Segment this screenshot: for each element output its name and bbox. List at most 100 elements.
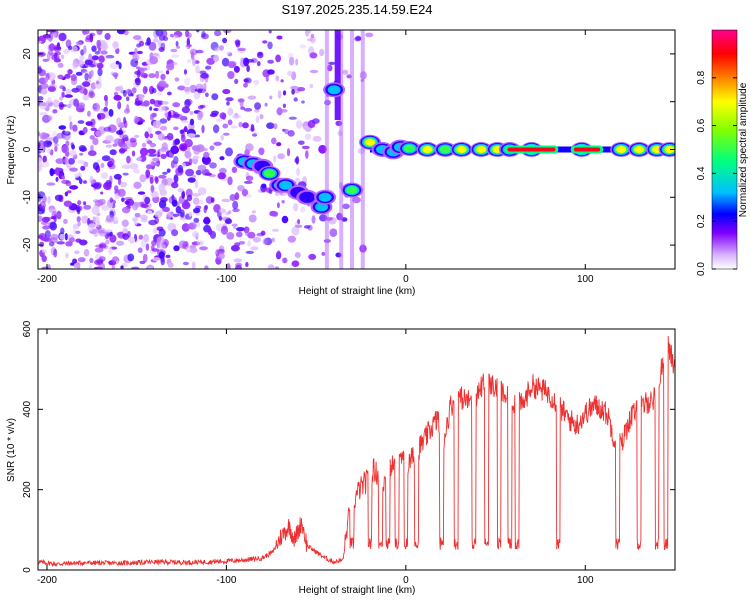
noise-speckle (230, 244, 240, 252)
noise-speckle (57, 62, 64, 68)
noise-speckle (72, 258, 78, 264)
noise-speckle (46, 182, 56, 186)
noise-speckle (213, 54, 220, 63)
noise-speckle (67, 103, 72, 109)
noise-speckle (154, 176, 159, 184)
noise-speckle (44, 76, 49, 83)
noise-speckle (188, 211, 192, 217)
noise-speckle (127, 253, 135, 262)
noise-speckle (77, 257, 86, 263)
noise-speckle (225, 147, 233, 157)
noise-speckle (153, 38, 159, 43)
noise-speckle (129, 163, 139, 170)
noise-speckle (218, 45, 224, 51)
noise-speckle (175, 40, 179, 47)
noise-speckle (219, 112, 227, 120)
carrier-segment-core (507, 147, 556, 152)
noise-speckle (38, 164, 42, 172)
noise-speckle (167, 91, 172, 96)
noise-speckle (148, 73, 156, 79)
noise-speckle (287, 130, 295, 137)
noise-speckle (114, 185, 119, 192)
noise-speckle (238, 241, 246, 245)
noise-speckle (184, 87, 191, 92)
noise-speckle (318, 144, 327, 154)
noise-speckle (276, 202, 280, 209)
noise-speckle (69, 121, 73, 131)
spectrogram-y-ticks: -20 -10 0 10 20 (22, 48, 675, 252)
noise-speckle (42, 225, 51, 230)
noise-speckle (85, 34, 94, 41)
noise-speckle (124, 200, 130, 205)
noise-speckle (87, 110, 91, 117)
noise-speckle (180, 209, 185, 218)
noise-speckle (168, 111, 172, 118)
y-tick-label: 600 (22, 320, 33, 337)
colorbar-gradient (711, 29, 738, 270)
noise-speckle (101, 155, 111, 162)
noise-speckle (159, 125, 168, 131)
noise-speckle (185, 188, 193, 197)
noise-speckle (55, 176, 59, 182)
noise-speckle (329, 228, 338, 237)
noise-speckle (72, 60, 78, 70)
noise-speckle (202, 218, 211, 224)
noise-speckle (84, 59, 93, 65)
noise-speckle (152, 257, 161, 262)
noise-speckle (132, 217, 138, 222)
noise-speckle (173, 156, 179, 165)
noise-speckle (121, 164, 131, 169)
noise-speckle (145, 243, 150, 251)
noise-speckle (301, 145, 310, 150)
signal-blob (318, 192, 332, 202)
noise-speckle (227, 71, 235, 79)
noise-speckle (135, 66, 141, 70)
noise-speckle (245, 250, 254, 254)
noise-speckle (173, 126, 179, 131)
noise-speckle (297, 140, 305, 145)
snr-line (38, 335, 675, 567)
noise-speckle (57, 74, 64, 80)
noise-speckle (97, 67, 103, 77)
noise-speckle (131, 266, 140, 269)
noise-speckle (125, 96, 130, 102)
noise-speckle (189, 118, 195, 126)
noise-speckle (275, 54, 281, 63)
noise-speckle (48, 241, 55, 247)
noise-speckle (258, 147, 265, 156)
noise-speckle (112, 41, 120, 50)
noise-speckle (39, 112, 48, 116)
noise-speckle (79, 152, 84, 156)
noise-speckle (109, 231, 113, 236)
noise-speckle (186, 44, 192, 47)
noise-speckle (99, 40, 108, 50)
spectrogram-streak (360, 30, 365, 269)
noise-speckle (114, 86, 123, 92)
noise-speckle (50, 216, 57, 220)
noise-speckle (319, 48, 325, 57)
noise-speckle (152, 52, 159, 57)
noise-speckle (282, 257, 288, 264)
noise-speckle (122, 233, 130, 241)
noise-speckle (196, 240, 204, 246)
noise-speckle (192, 197, 200, 205)
noise-speckle (180, 134, 186, 142)
noise-speckle (70, 74, 77, 82)
noise-speckle (269, 95, 273, 100)
noise-speckle (127, 237, 136, 243)
noise-speckle (41, 266, 50, 269)
noise-speckle (222, 37, 228, 44)
snr-x-label: Height of straight line (km) (299, 585, 416, 596)
noise-speckle (222, 88, 231, 95)
noise-speckle (89, 175, 94, 184)
noise-speckle (171, 229, 179, 237)
noise-speckle (186, 246, 191, 253)
noise-speckle (50, 32, 57, 39)
noise-speckle (216, 118, 223, 123)
noise-speckle (103, 126, 112, 132)
noise-speckle (247, 231, 256, 239)
signal-blob (422, 146, 433, 153)
noise-speckle (303, 225, 311, 229)
noise-speckle (215, 249, 220, 257)
